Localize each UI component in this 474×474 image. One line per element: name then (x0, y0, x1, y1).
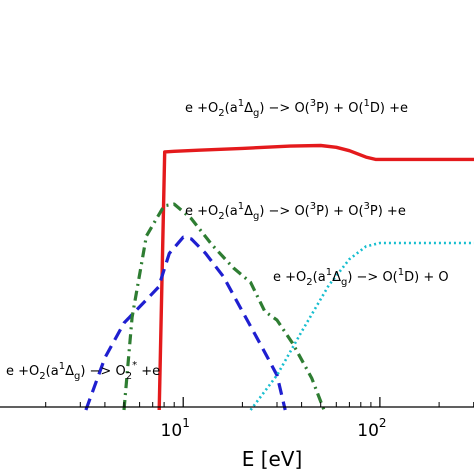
x-axis-label: E [eV] (242, 447, 303, 471)
annotation-o3p-o1d: e +O2(a1Δg) −> O(3P) + O(1D) +e (185, 98, 408, 119)
series-line-3 (122, 202, 326, 411)
series-line-1 (157, 143, 474, 411)
x-ticks: 100101102 (45, 397, 474, 441)
annotation-o2-star: e +O2(a1Δg) −> O2* +e (6, 360, 160, 382)
annotation-o1d-o: e +O2(a1Δg) −> O(1D) + O (273, 267, 449, 288)
x-tick-label: 101 (161, 416, 190, 441)
annotation-o3p-o3p: e +O2(a1Δg) −> O(3P) + O(3P) +e (185, 201, 406, 222)
series-line-2 (84, 235, 287, 411)
series-layer (84, 143, 474, 411)
series-line-4 (249, 241, 474, 411)
x-tick-label: 102 (357, 416, 386, 441)
